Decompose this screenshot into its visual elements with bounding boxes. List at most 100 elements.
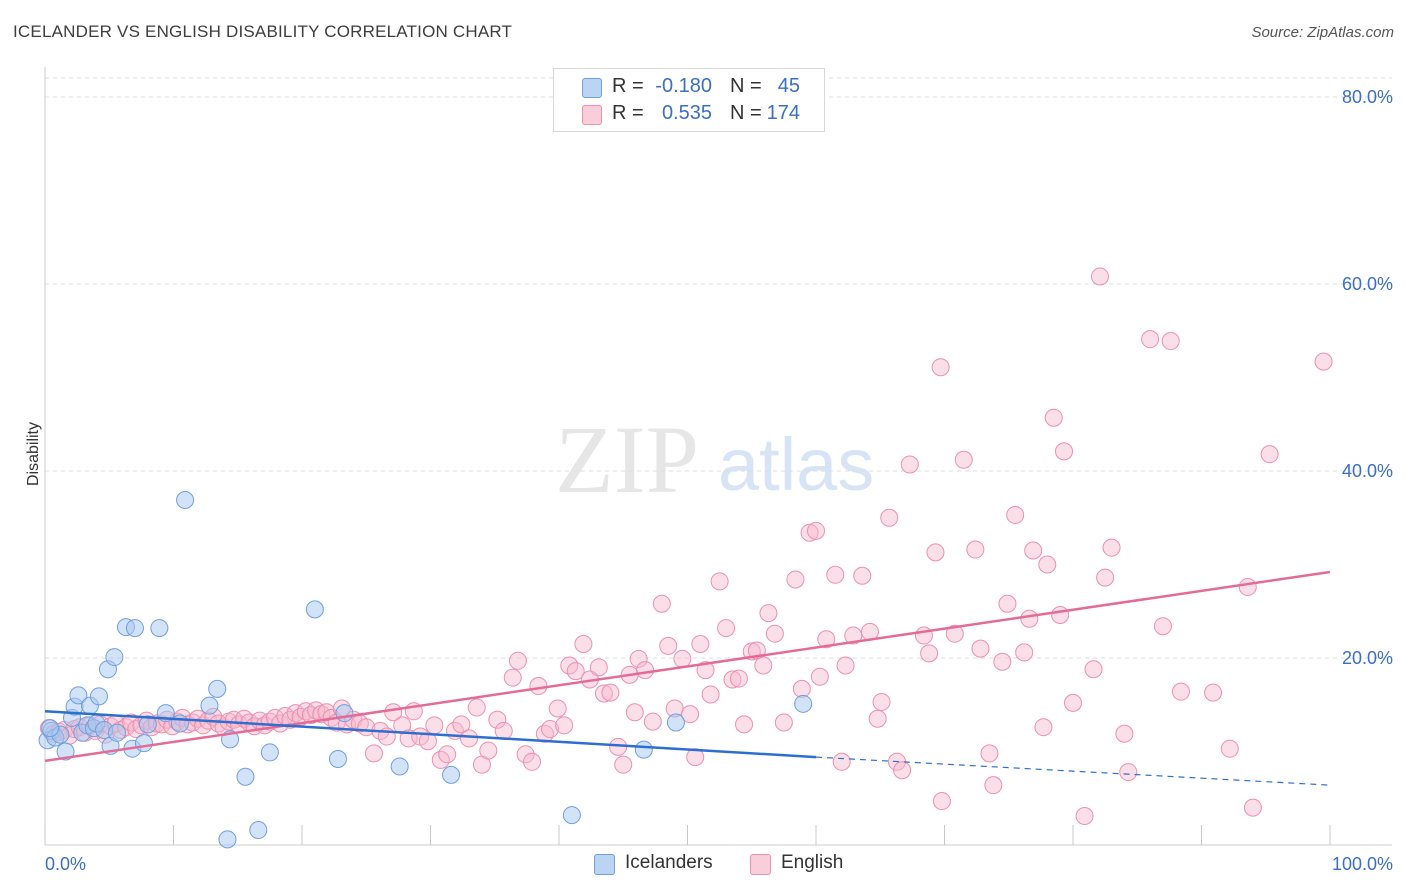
data-point-english [853,566,872,585]
data-point-english [717,619,736,638]
data-point-english [735,715,754,734]
correlation-legend: R = -0.180 N = 45 R = 0.535 N = 174 [553,68,825,132]
legend-n-label: N = [730,102,762,124]
legend-r-label: R = [612,102,644,124]
data-point-icelanders [634,740,653,759]
tick-labels: 20.0% 40.0% 60.0% 80.0% 0.0% 100.0% [45,87,1393,874]
data-point-english [1051,605,1070,624]
data-point-english [980,744,999,763]
data-point-english [1084,660,1103,679]
data-point-english [1115,724,1134,743]
data-point-english [998,594,1017,613]
data-point-english [754,656,773,675]
data-point-english [629,649,648,668]
legend-row-english: R = 0.535 N = 174 [554,101,824,127]
y-tick-label: 20.0% [1342,648,1393,668]
data-point-english [1204,683,1223,702]
watermark: ZIP atlas [555,406,874,513]
data-point-english [984,776,1003,795]
data-point-icelanders [170,714,189,733]
data-point-english [836,656,855,675]
data-point-english [810,667,829,686]
data-point-icelanders [107,723,126,742]
data-point-english [971,639,990,658]
axes [44,67,1392,846]
legend-n-value: 174 [766,102,800,124]
data-point-english [1020,609,1039,628]
data-point-english [826,565,845,584]
data-point-english [438,745,457,764]
data-point-english [625,703,644,722]
data-point-english [1314,352,1333,371]
data-point-icelanders [218,830,237,849]
data-point-english [696,661,715,680]
data-point-english [868,709,887,728]
data-point-icelanders [56,742,75,761]
series-legend: Icelanders English [0,852,1406,878]
data-point-english [844,626,863,645]
y-tick-label: 40.0% [1342,461,1393,481]
data-point-english [1171,682,1190,701]
data-point-english [601,683,620,702]
data-point-icelanders [176,490,195,509]
data-point-english [508,651,527,670]
data-point-icelanders [335,704,354,723]
data-point-english [467,698,486,717]
data-point-english [1238,577,1257,596]
data-point-icelanders [442,765,461,784]
data-point-icelanders [105,648,124,667]
data-point-english [880,508,899,527]
data-point-english [792,679,811,698]
data-point-english [488,710,507,729]
legend-r-value: -0.180 [655,75,712,97]
data-point-english [954,450,973,469]
data-point-english [589,658,608,677]
data-point-english [594,684,613,703]
data-point-icelanders [305,600,324,619]
data-point-english [673,649,692,668]
legend-n-value: 45 [777,75,800,97]
data-point-english [494,721,513,740]
watermark-atlas: atlas [718,423,874,506]
data-point-icelanders [138,715,157,734]
data-point-english [759,604,778,623]
data-point-english [636,661,655,680]
data-point-english [1096,568,1115,587]
data-point-english [1038,555,1057,574]
data-point-english [1141,330,1160,349]
legend-row-icelanders: R = -0.180 N = 45 [554,74,824,100]
x-tick-label-min: 0.0% [45,854,86,874]
x-tick-label-max: 100.0% [1332,854,1393,874]
data-point-english [993,652,1012,671]
legend-r-label: R = [612,75,644,97]
data-point-english [452,715,471,734]
data-point-english [614,755,633,774]
data-point-english [920,644,939,663]
data-point-english [523,752,542,771]
data-point-english [1044,408,1063,427]
data-point-english [786,570,805,589]
data-point-english [425,716,444,735]
data-point-english [529,677,548,696]
data-point-icelanders [260,743,279,762]
data-point-english [1161,332,1180,351]
data-point-english [418,732,437,751]
data-point-english [1034,718,1053,737]
data-point-english [1055,442,1074,461]
data-point-english [1153,617,1172,636]
data-point-english [945,624,964,643]
data-point-english [460,729,479,748]
watermark-zip: ZIP [555,406,699,513]
data-point-english [555,716,574,735]
legend-swatch-icelanders [582,78,602,98]
data-point-icelanders [236,767,255,786]
data-point-english [932,792,951,811]
data-point-english [701,685,720,704]
data-point-english [872,692,891,711]
trend-lines [44,570,1331,786]
data-point-english [681,705,700,724]
data-point-english [393,716,412,735]
data-point-icelanders [562,806,581,825]
y-tick-label: 60.0% [1342,274,1393,294]
data-point-english [643,712,662,731]
